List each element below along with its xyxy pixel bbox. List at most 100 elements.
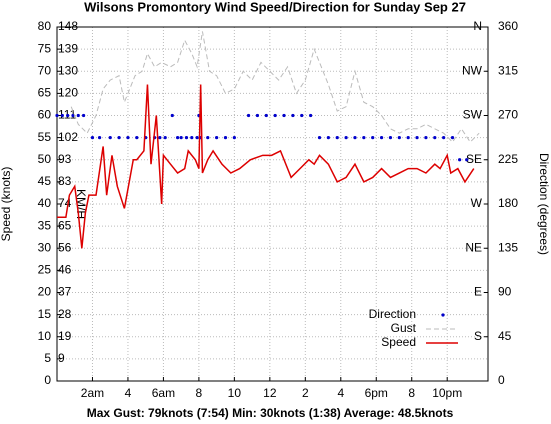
- direction-dot: [176, 136, 180, 140]
- direction-dot: [66, 113, 70, 118]
- direction-dot: [135, 136, 139, 140]
- direction-dot: [353, 136, 357, 140]
- direction-dot: [82, 113, 86, 118]
- y-tick-label: 80: [38, 19, 52, 33]
- direction-dot: [184, 136, 189, 140]
- y-tick-label: 70: [38, 63, 52, 77]
- compass-label: SE: [466, 152, 482, 166]
- direction-dot: [291, 113, 295, 118]
- direction-dot: [206, 136, 210, 140]
- direction-dot: [335, 136, 339, 140]
- y2-tick-label: 270: [498, 108, 518, 122]
- y-tick-label: 10: [38, 329, 52, 343]
- y-tick-label: 55: [38, 130, 52, 144]
- direction-dot: [158, 136, 162, 140]
- kmh-tick-label: 56: [58, 240, 72, 254]
- x-tick-label: 12: [263, 386, 277, 400]
- compass-label: W: [471, 196, 483, 210]
- y-tick-label: 15: [38, 307, 52, 321]
- direction-dot: [163, 136, 167, 140]
- x-tick-label: 10: [228, 386, 242, 400]
- y-axis-label: Speed (knots): [0, 167, 13, 242]
- direction-dot: [317, 136, 322, 140]
- kmh-tick-label: 148: [58, 19, 78, 33]
- direction-dot: [415, 136, 419, 140]
- y-tick-label: 50: [38, 152, 52, 166]
- compass-label: N: [473, 19, 482, 33]
- direction-dot: [55, 113, 59, 118]
- direction-dot: [246, 113, 251, 118]
- kmh-tick-label: 130: [58, 63, 78, 77]
- y-tick-label: 45: [38, 174, 52, 188]
- direction-dot: [179, 136, 183, 140]
- legend-label: Direction: [369, 307, 416, 321]
- direction-dot: [90, 136, 95, 140]
- direction-dot: [397, 136, 401, 140]
- y-tick-label: 25: [38, 263, 52, 277]
- y-tick-label: 75: [38, 41, 52, 55]
- compass-label: NW: [462, 63, 483, 77]
- x-tick-label: 6pm: [365, 386, 388, 400]
- direction-dot: [465, 158, 469, 162]
- direction-dot: [300, 113, 304, 118]
- y2-tick-label: 225: [498, 152, 518, 166]
- direction-dot: [458, 158, 462, 162]
- y-tick-label: 0: [44, 373, 51, 387]
- legend-label: Gust: [391, 321, 417, 335]
- y2-tick-label: 45: [498, 329, 512, 343]
- x-tick-label: 8: [196, 386, 203, 400]
- compass-label: NE: [465, 240, 482, 254]
- chart-footer: Max Gust: 79knots (7:54) Min: 30knots (1…: [87, 406, 454, 420]
- kmh-tick-label: 65: [58, 218, 72, 232]
- direction-dot: [371, 136, 375, 140]
- kmh-tick-label: 93: [58, 152, 72, 166]
- x-tick-label: 2am: [81, 386, 104, 400]
- compass-label: E: [474, 285, 482, 299]
- y-tick-label: 35: [38, 218, 52, 232]
- direction-dot: [190, 136, 194, 140]
- gust-line: [70, 31, 480, 143]
- direction-dot: [97, 136, 102, 140]
- direction-dot: [60, 113, 64, 118]
- kmh-tick-label: 19: [58, 329, 72, 343]
- y-tick-label: 30: [38, 240, 52, 254]
- direction-dot: [223, 136, 228, 140]
- kmh-tick-label: 28: [58, 307, 72, 321]
- legend-label: Speed: [381, 335, 416, 349]
- x-tick-label: 2: [302, 386, 309, 400]
- kmh-tick-label: 9: [58, 351, 65, 365]
- direction-dot: [282, 113, 286, 118]
- direction-dot: [406, 136, 410, 140]
- y2-tick-label: 135: [498, 240, 518, 254]
- x-tick-label: 4: [337, 386, 344, 400]
- direction-dot: [344, 136, 348, 140]
- kmh-tick-label: 120: [58, 86, 78, 100]
- kmh-tick-label: 46: [58, 263, 72, 277]
- direction-dot: [255, 113, 260, 118]
- direction-dot: [232, 136, 236, 140]
- direction-dot: [76, 113, 80, 118]
- legend-swatch: [441, 313, 445, 317]
- y-tick-label: 5: [44, 351, 51, 365]
- direction-dot: [379, 136, 384, 140]
- x-tick-label: 10pm: [432, 386, 462, 400]
- chart-title: Wilsons Promontory Wind Speed/Direction …: [84, 0, 466, 14]
- y-tick-label: 60: [38, 108, 52, 122]
- kmh-label: KM/H: [74, 189, 88, 219]
- direction-dot: [433, 136, 437, 140]
- kmh-tick-label: 83: [58, 174, 72, 188]
- y-tick-label: 65: [38, 86, 52, 100]
- direction-dot: [126, 136, 130, 140]
- y2-tick-label: 180: [498, 196, 518, 210]
- kmh-tick-label: 102: [58, 130, 78, 144]
- direction-dot: [170, 113, 174, 118]
- kmh-tick-label: 139: [58, 41, 78, 55]
- y-tick-label: 20: [38, 285, 52, 299]
- direction-dot: [450, 136, 455, 140]
- y2-axis-label: Direction (degrees): [537, 153, 551, 255]
- direction-dot: [117, 136, 121, 140]
- x-tick-label: 8: [408, 386, 415, 400]
- compass-label: SW: [463, 108, 483, 122]
- y2-tick-label: 90: [498, 285, 512, 299]
